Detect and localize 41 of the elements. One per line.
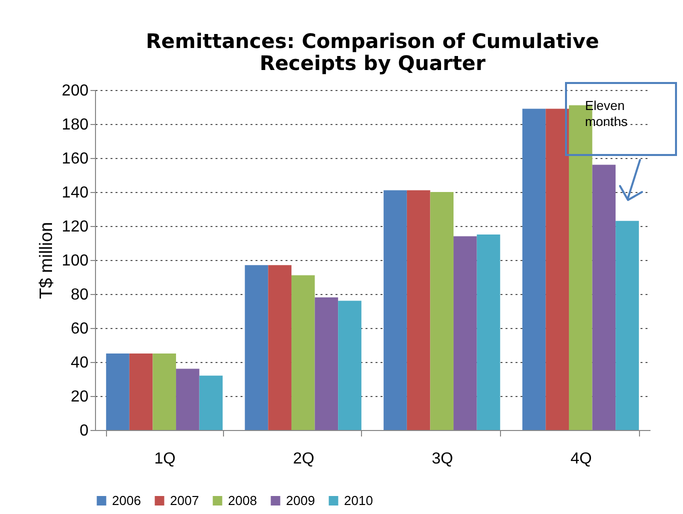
legend-label: 2010 [344, 492, 373, 508]
legend-label: 2007 [170, 492, 199, 508]
y-tick-label: 80 [70, 286, 89, 304]
legend-label: 2008 [228, 492, 257, 508]
y-tick-label: 200 [62, 82, 89, 100]
bar [244, 265, 268, 430]
bar [199, 376, 223, 430]
bar [476, 234, 500, 430]
y-tick-label: 0 [80, 422, 89, 440]
y-tick-label: 160 [62, 150, 89, 168]
y-tick-label: 20 [70, 388, 89, 406]
bar [522, 108, 546, 430]
x-tick-label: 1Q [154, 450, 176, 468]
y-tick-label: 40 [70, 354, 89, 372]
y-tick-label: 60 [70, 320, 89, 338]
y-tick-label: 180 [62, 116, 89, 134]
bar [314, 297, 338, 430]
bar [176, 368, 200, 430]
bar [129, 354, 153, 430]
bar [338, 300, 362, 430]
x-tick-label: 2Q [292, 450, 314, 468]
y-tick-label: 140 [62, 184, 89, 202]
bar [268, 265, 292, 430]
bar [430, 192, 454, 430]
y-tick-label: 100 [62, 252, 89, 270]
bar [152, 354, 176, 430]
legend-label: 2006 [112, 492, 141, 508]
bar [291, 275, 315, 430]
bar [106, 354, 130, 430]
chart-title: Remittances: Comparison of Cumulative Receipts by Quarter [146, 29, 600, 75]
x-tick-label: 4Q [570, 450, 592, 468]
bar [592, 164, 616, 430]
bar [384, 190, 407, 430]
bar [616, 220, 639, 430]
x-tick-label: 3Q [432, 450, 454, 468]
bar [546, 108, 569, 430]
bar [454, 236, 477, 430]
legend-label: 2009 [286, 492, 315, 508]
y-tick-label: 120 [62, 218, 89, 236]
bar [406, 190, 430, 430]
y-axis-title: T$ million [36, 222, 56, 300]
